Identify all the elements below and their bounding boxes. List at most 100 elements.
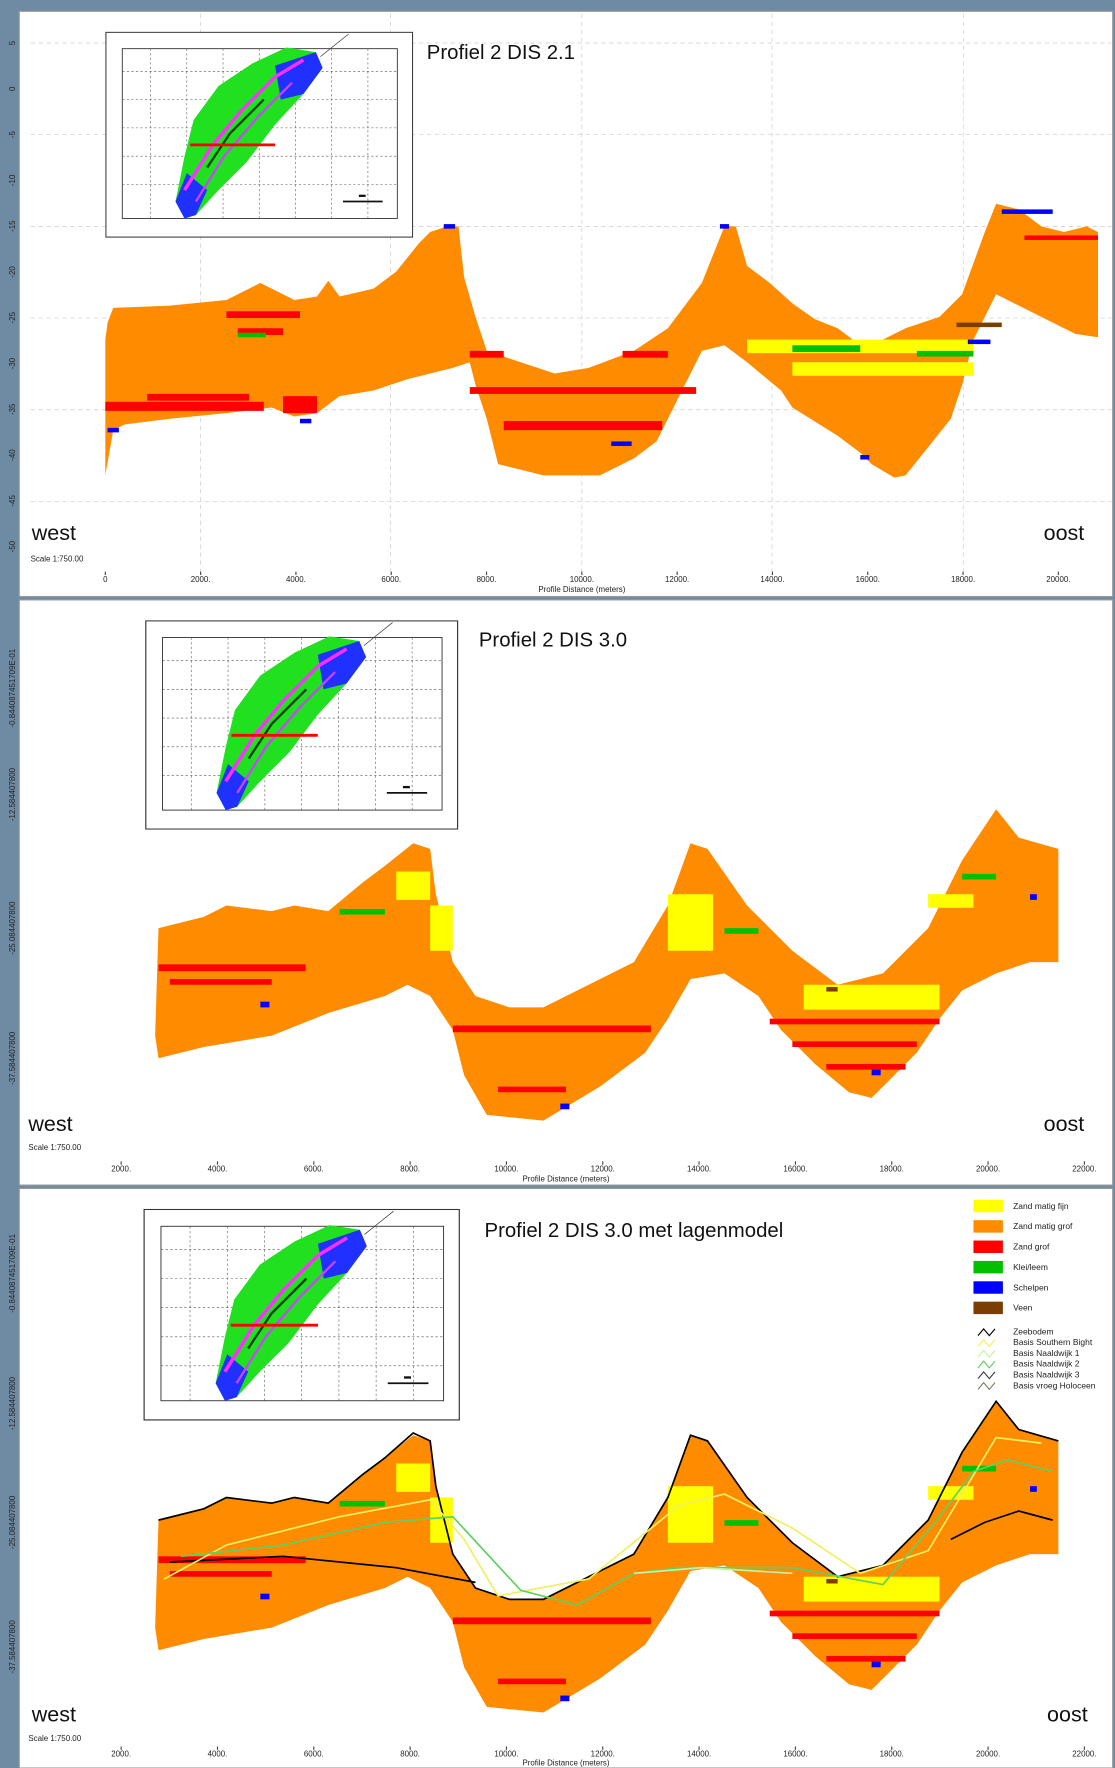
shape [917, 351, 974, 357]
x-tick-label: 4000. [208, 1164, 228, 1173]
x-tick-label: 12000. [591, 1164, 615, 1173]
legend-label: Basis Southern Bight [1013, 1337, 1093, 1347]
legend-label: Zand matig grof [1013, 1221, 1073, 1231]
x-tick-label: 14000. [687, 1164, 711, 1173]
x-tick-label: 6000. [304, 1750, 324, 1759]
legend-label: Basis Naaldwijk 2 [1013, 1359, 1080, 1369]
y-tick-label: -5 [8, 130, 17, 138]
shape [792, 362, 973, 376]
x-tick-label: 22000. [1072, 1164, 1096, 1173]
y-tick-label: -40 [8, 449, 17, 461]
legend-swatch [973, 1281, 1002, 1293]
body: Profiel 2 DIS 2.1 west oost Scale 1:750.… [0, 0, 1115, 1768]
west-label: west [31, 521, 76, 545]
legend-swatch [973, 1220, 1002, 1232]
x-tick-label: 16000. [856, 575, 880, 584]
shape [623, 351, 668, 358]
shape [956, 323, 1001, 328]
panel-1: Profiel 2 DIS 2.1 west oost Scale 1:750.… [19, 11, 1112, 596]
x-tick-label: 10000. [494, 1750, 518, 1759]
x-tick-label: 20000. [976, 1164, 1000, 1173]
panel-3: Profiel 2 DIS 3.0 met lagenmodel west oo… [19, 1188, 1112, 1768]
y-tick-label: -25 [8, 311, 17, 323]
x-tick-label: 22000. [1072, 1750, 1096, 1759]
y-tick-label: -35 [8, 403, 17, 415]
shape [1002, 209, 1053, 214]
legend-swatch [973, 1302, 1002, 1314]
east-label: oost [1044, 1112, 1085, 1136]
screenshot: Profiel 2 DIS 2.1 west oost Scale 1:750.… [0, 0, 1115, 1768]
y-tick-label: -37.584407800 [8, 1620, 17, 1674]
shape [470, 351, 504, 358]
y-tick-label: -12.584407800 [8, 767, 17, 821]
x-axis-title: Profile Distance (meters) [538, 585, 625, 594]
shape [792, 345, 860, 352]
x-tick-label: 4000. [286, 575, 306, 584]
x-tick-label: 4000. [208, 1750, 228, 1759]
x-axis-title: Profile Distance (meters) [522, 1759, 609, 1768]
shape [108, 428, 119, 433]
x-axis-title: Profile Distance (meters) [522, 1175, 609, 1184]
x-tick-label: 16000. [783, 1750, 807, 1759]
west-label: west [27, 1112, 72, 1136]
shape [444, 224, 455, 229]
shape [300, 419, 311, 424]
y-tick-label: -30 [8, 357, 17, 369]
legend-label: Basis Naaldwijk 1 [1013, 1348, 1080, 1358]
x-tick-label: 2000. [111, 1750, 131, 1759]
inset-map [146, 621, 458, 829]
legend-label: Basis vroeg Holoceen [1013, 1380, 1096, 1390]
shape [283, 396, 317, 413]
y-tick-label: 0 [8, 86, 17, 91]
x-tick-label: 14000. [760, 575, 784, 584]
x-tick-label: 18000. [880, 1164, 904, 1173]
x-tick-label: 8000. [400, 1164, 420, 1173]
page: Profielen {"panels":[ {"title":"Profiel … [0, 0, 1115, 1768]
legend-label: Zeebodem [1013, 1326, 1054, 1336]
y-tick-label: -25.084407800 [8, 1495, 17, 1549]
shape [470, 387, 696, 394]
legend-swatch [973, 1261, 1002, 1273]
shape [504, 421, 662, 430]
shape [1024, 235, 1098, 240]
inset-map [144, 1209, 459, 1419]
x-tick-label: 16000. [783, 1164, 807, 1173]
y-tick-label: -0.844087451709E-01 [8, 648, 17, 727]
scale: Scale 1:750.00 [28, 1734, 81, 1743]
east-label: oost [1044, 521, 1085, 545]
y-tick-label: -50 [8, 540, 17, 552]
y-tick-label: -0.844087451709E-01 [8, 1233, 17, 1312]
y-tick-label: -15 [8, 220, 17, 232]
legend-label: Schelpen [1013, 1282, 1049, 1292]
x-tick-label: 10000. [570, 575, 594, 584]
shape [238, 333, 266, 338]
panel-title: Profiel 2 DIS 3.0 [479, 629, 627, 651]
y-tick-label: -45 [8, 495, 17, 507]
x-tick-label: 6000. [304, 1164, 324, 1173]
shape [105, 402, 263, 411]
x-tick-label: 14000. [687, 1750, 711, 1759]
scale: Scale 1:750.00 [31, 554, 84, 563]
x-tick-label: 12000. [665, 575, 689, 584]
legend-label: Zand matig fijn [1013, 1201, 1069, 1211]
shape [226, 311, 300, 318]
east-label: oost [1047, 1703, 1088, 1727]
shape [860, 455, 869, 460]
x-tick-label: 8000. [400, 1750, 420, 1759]
y-tick-label: -20 [8, 266, 17, 278]
panel-title: Profiel 2 DIS 3.0 met lagenmodel [484, 1220, 783, 1242]
legend-swatch [973, 1200, 1002, 1212]
inset-map [106, 32, 413, 237]
shape [611, 441, 631, 446]
x-tick-label: 18000. [951, 575, 975, 584]
panel-title: Profiel 2 DIS 2.1 [427, 42, 575, 64]
y-tick-label: -25.084407800 [8, 901, 17, 955]
x-tick-label: 0 [103, 575, 108, 584]
y-tick-label: -37.584407800 [8, 1031, 17, 1085]
shape [720, 224, 729, 229]
x-tick-label: 20000. [976, 1750, 1000, 1759]
scale: Scale 1:750.00 [28, 1143, 81, 1152]
legend-label: Veen [1013, 1303, 1033, 1313]
legend-swatch [973, 1241, 1002, 1253]
legend-label: Zand grof [1013, 1242, 1050, 1252]
